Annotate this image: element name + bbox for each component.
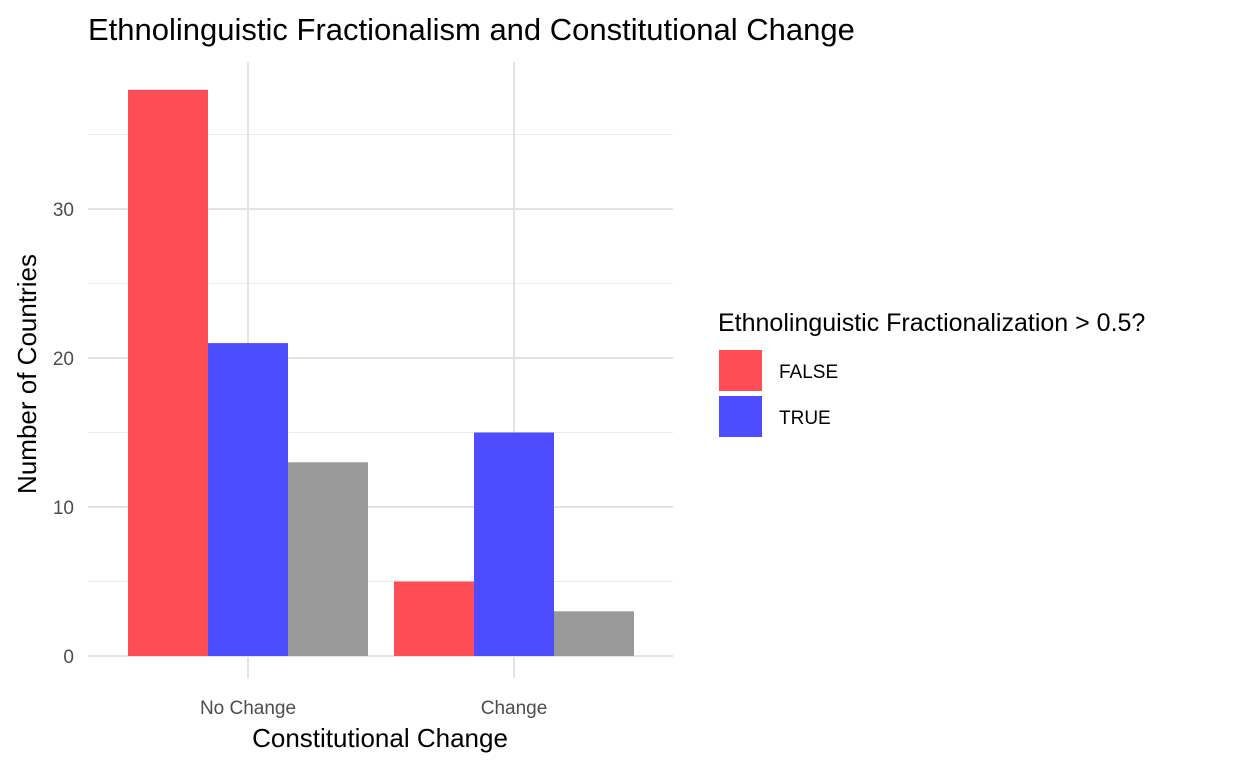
bar-false-change	[394, 581, 474, 656]
y-tick-label: 0	[63, 647, 74, 668]
bar-false-no-change	[128, 89, 208, 657]
y-tick-label: 30	[53, 200, 74, 221]
legend-swatch-false	[719, 350, 762, 391]
y-tick-label: 10	[53, 498, 74, 519]
bar-true-change	[474, 432, 554, 656]
bar-series-3-no-change	[288, 462, 368, 656]
legend-label-true: TRUE	[779, 408, 831, 429]
bar-series-3-change	[554, 611, 634, 656]
legend-swatch-true	[719, 396, 762, 437]
bars	[128, 89, 634, 657]
y-tick-label: 20	[53, 349, 74, 370]
y-axis-title: Number of Countries	[12, 254, 42, 494]
chart-title: Ethnolinguistic Fractionalism and Consti…	[88, 12, 855, 47]
legend: Ethnolinguistic Fractionalization > 0.5?…	[718, 309, 1145, 437]
y-axis-ticks: 0 10 20 30	[53, 200, 74, 668]
legend-title: Ethnolinguistic Fractionalization > 0.5?	[718, 309, 1145, 337]
legend-label-false: FALSE	[779, 362, 838, 383]
bar-true-no-change	[208, 343, 288, 656]
x-tick-label: Change	[481, 698, 548, 719]
x-axis-ticks: No Change Change	[200, 698, 547, 719]
x-tick-label: No Change	[200, 698, 296, 719]
x-axis-title: Constitutional Change	[252, 723, 508, 753]
